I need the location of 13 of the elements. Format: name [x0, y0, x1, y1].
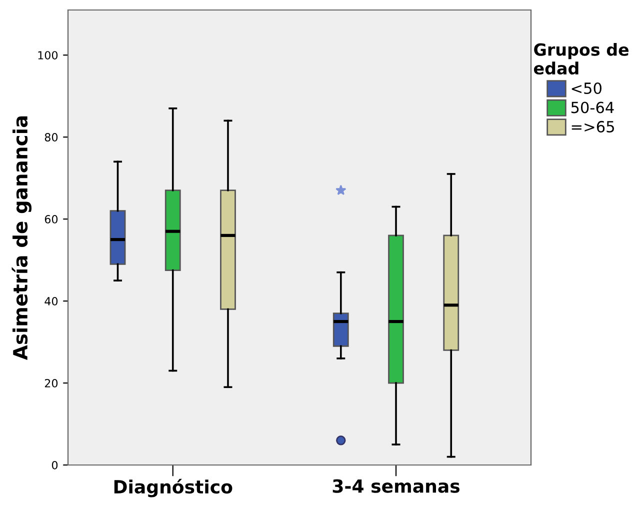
y-tick-label: 60: [44, 215, 58, 224]
y-tick-label: 0: [52, 460, 58, 470]
y-tick-label: 20: [44, 378, 58, 388]
y-tick-label: 80: [44, 133, 58, 142]
x-tick-label: 3-4 semanas: [332, 479, 460, 493]
y-tick-label: 40: [44, 297, 58, 306]
legend-title: Grupos de edad: [534, 42, 629, 75]
y-tick-label: 100: [38, 51, 58, 60]
legend-label: =>65: [572, 120, 614, 132]
x-tick-label: Diagnóstico: [114, 478, 232, 498]
legend-label: <50: [572, 82, 602, 94]
legend-label: 50-64: [571, 102, 614, 114]
y-axis-title: Asimetría de ganancia: [12, 116, 32, 360]
